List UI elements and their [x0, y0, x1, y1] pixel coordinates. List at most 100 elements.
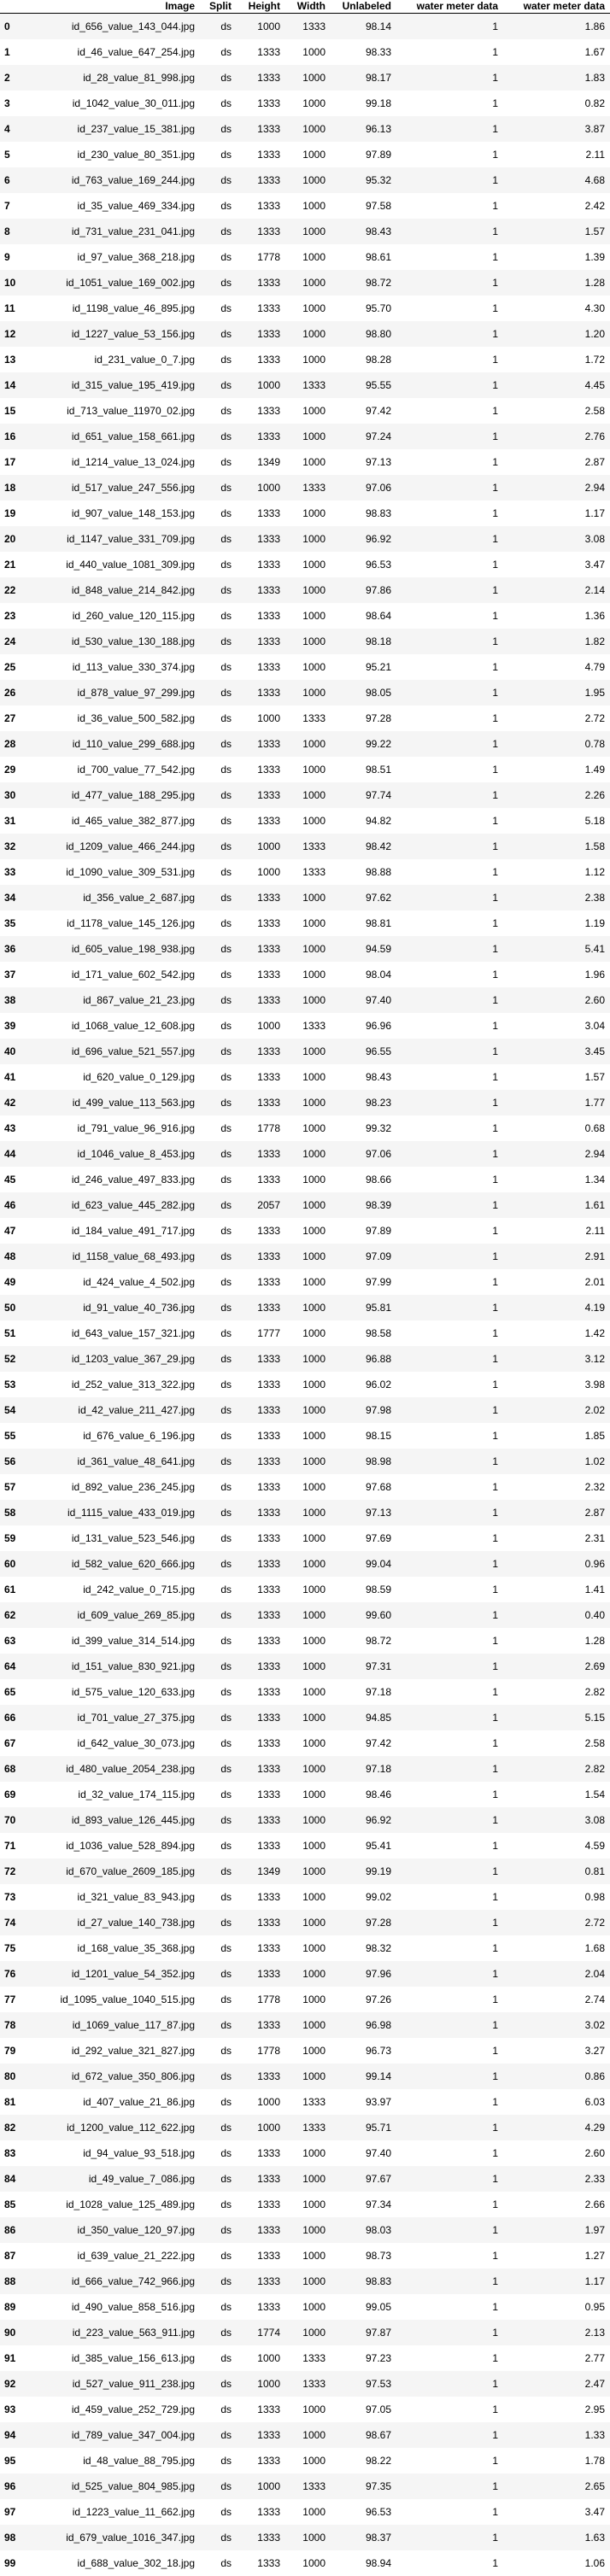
- table-row: 99 id_688_value_302_18.jpg ds 1333 1000 98.94…: [0, 2550, 610, 2576]
- row-index: 67: [4, 1736, 16, 1749]
- row-index: 92: [4, 2377, 16, 2390]
- split-cell: ds: [220, 2095, 232, 2108]
- height-cell: 1778: [257, 1121, 280, 1134]
- row-index: 17: [4, 455, 16, 468]
- split-cell: ds: [220, 353, 232, 366]
- height-cell: 1333: [257, 1736, 280, 1749]
- unlabeled-cell: 98.03: [365, 2223, 391, 2236]
- split-cell: ds: [220, 2146, 232, 2159]
- width-cell: 1000: [302, 1224, 326, 1237]
- width-cell: 1000: [302, 1890, 326, 1903]
- image-cell: id_530_value_130_188.jpg: [71, 635, 195, 647]
- image-cell: id_527_value_911_238.jpg: [72, 2377, 195, 2390]
- width-cell: 1000: [302, 1608, 326, 1621]
- image-cell: id_48_value_88_795.jpg: [83, 2454, 195, 2467]
- row-index: 91: [4, 2351, 16, 2364]
- table-row: 66 id_701_value_27_375.jpg ds 1333 1000 94.85…: [0, 1704, 610, 1730]
- row-index: 89: [4, 2300, 16, 2313]
- table-row: 27 id_36_value_500_582.jpg ds 1000 1333 97.28…: [0, 705, 610, 731]
- width-cell: 1000: [302, 942, 326, 955]
- split-cell: ds: [220, 2479, 232, 2492]
- row-index: 6: [4, 173, 10, 186]
- height-cell: 1774: [257, 2326, 280, 2339]
- water-meter-count-cell: 1: [492, 353, 498, 366]
- table-row: 2 id_28_value_81_998.jpg ds 1333 1000 98.17 1 1…: [0, 64, 610, 91]
- unlabeled-cell: 95.81: [365, 1301, 391, 1314]
- width-cell: 1000: [302, 2044, 326, 2057]
- row-index: 4: [4, 122, 10, 135]
- row-index: 59: [4, 1531, 16, 1544]
- row-index: 98: [4, 2531, 16, 2544]
- water-meter-count-cell: 1: [492, 481, 498, 494]
- row-index: 56: [4, 1455, 16, 1467]
- image-cell: id_893_value_126_445.jpg: [71, 1813, 195, 1826]
- table-row: 83 id_94_value_93_518.jpg ds 1333 1000 97.40 1…: [0, 2140, 610, 2166]
- height-cell: 1333: [257, 2274, 280, 2287]
- water-meter-count-cell: 1: [492, 455, 498, 468]
- row-index: 64: [4, 1660, 16, 1672]
- water-meter-percent-cell: 4.45: [584, 378, 605, 391]
- split-cell: ds: [220, 2274, 232, 2287]
- unlabeled-cell: 98.94: [365, 2556, 391, 2569]
- water-meter-percent-cell: 1.68: [584, 1941, 605, 1954]
- water-meter-percent-cell: 3.98: [584, 1378, 605, 1390]
- image-cell: id_656_value_143_044.jpg: [71, 20, 195, 32]
- table-row: 57 id_892_value_236_245.jpg ds 1333 1000 97.6…: [0, 1473, 610, 1500]
- unlabeled-cell: 97.28: [365, 711, 391, 724]
- height-cell: 1333: [257, 2556, 280, 2569]
- image-cell: id_1028_value_125_489.jpg: [66, 2198, 195, 2210]
- table-row: 69 id_32_value_174_115.jpg ds 1333 1000 98.46…: [0, 1781, 610, 1807]
- height-cell: 1333: [257, 1429, 280, 1442]
- water-meter-count-cell: 1: [492, 250, 498, 263]
- table-row: 29 id_700_value_77_542.jpg ds 1333 1000 98.51…: [0, 756, 610, 782]
- water-meter-count-cell: 1: [492, 1480, 498, 1493]
- water-meter-count-cell: 1: [492, 993, 498, 1006]
- unlabeled-cell: 97.34: [365, 2198, 391, 2210]
- row-index: 48: [4, 1250, 16, 1262]
- row-index: 34: [4, 891, 16, 904]
- water-meter-percent-cell: 2.31: [584, 1531, 605, 1544]
- unlabeled-cell: 98.46: [365, 1788, 391, 1800]
- width-cell: 1000: [302, 763, 326, 776]
- table-row: 5 id_230_value_80_351.jpg ds 1333 1000 97.89 1…: [0, 141, 610, 167]
- water-meter-count-cell: 1: [492, 1378, 498, 1390]
- image-cell: id_28_value_81_998.jpg: [83, 71, 195, 84]
- water-meter-percent-cell: 3.12: [584, 1352, 605, 1365]
- table-row: 35 id_1178_value_145_126.jpg ds 1333 1000 98.…: [0, 910, 610, 936]
- width-cell: 1000: [302, 968, 326, 981]
- unlabeled-cell: 98.37: [365, 2531, 391, 2544]
- row-index: 73: [4, 1890, 16, 1903]
- water-meter-percent-cell: 1.02: [584, 1455, 605, 1467]
- water-meter-count-cell: 1: [492, 378, 498, 391]
- water-meter-count-cell: 1: [492, 404, 498, 417]
- row-index: 13: [4, 353, 16, 366]
- water-meter-percent-cell: 1.57: [584, 225, 605, 237]
- width-cell: 1000: [302, 1275, 326, 1288]
- image-cell: id_480_value_2054_238.jpg: [66, 1762, 195, 1775]
- split-cell: ds: [220, 942, 232, 955]
- table-row: 1 id_46_value_647_254.jpg ds 1333 1000 98.33 1…: [0, 38, 610, 65]
- unlabeled-cell: 97.09: [365, 1250, 391, 1262]
- image-cell: id_696_value_521_557.jpg: [71, 1045, 195, 1057]
- table-row: 80 id_672_value_350_806.jpg ds 1333 1000 99.1…: [0, 2063, 610, 2089]
- height-cell: 1333: [257, 635, 280, 647]
- row-index: 0: [4, 20, 10, 32]
- water-meter-percent-cell: 1.72: [584, 353, 605, 366]
- image-cell: id_252_value_313_322.jpg: [71, 1378, 195, 1390]
- image-cell: id_848_value_214_842.jpg: [71, 583, 195, 596]
- water-meter-count-cell: 1: [492, 97, 498, 109]
- row-index: 49: [4, 1275, 16, 1288]
- split-cell: ds: [220, 1147, 232, 1160]
- unlabeled-cell: 94.59: [365, 942, 391, 955]
- width-cell: 1000: [302, 2403, 326, 2415]
- unlabeled-cell: 99.02: [365, 1890, 391, 1903]
- water-meter-percent-cell: 2.66: [584, 2198, 605, 2210]
- water-meter-count-cell: 1: [492, 2198, 498, 2210]
- width-cell: 1000: [302, 1198, 326, 1211]
- split-cell: ds: [220, 2300, 232, 2313]
- unlabeled-cell: 96.53: [365, 2505, 391, 2518]
- height-cell: 1333: [257, 942, 280, 955]
- row-index: 77: [4, 1993, 16, 2005]
- water-meter-percent-cell: 1.34: [584, 1173, 605, 1186]
- height-cell: 1333: [257, 1685, 280, 1698]
